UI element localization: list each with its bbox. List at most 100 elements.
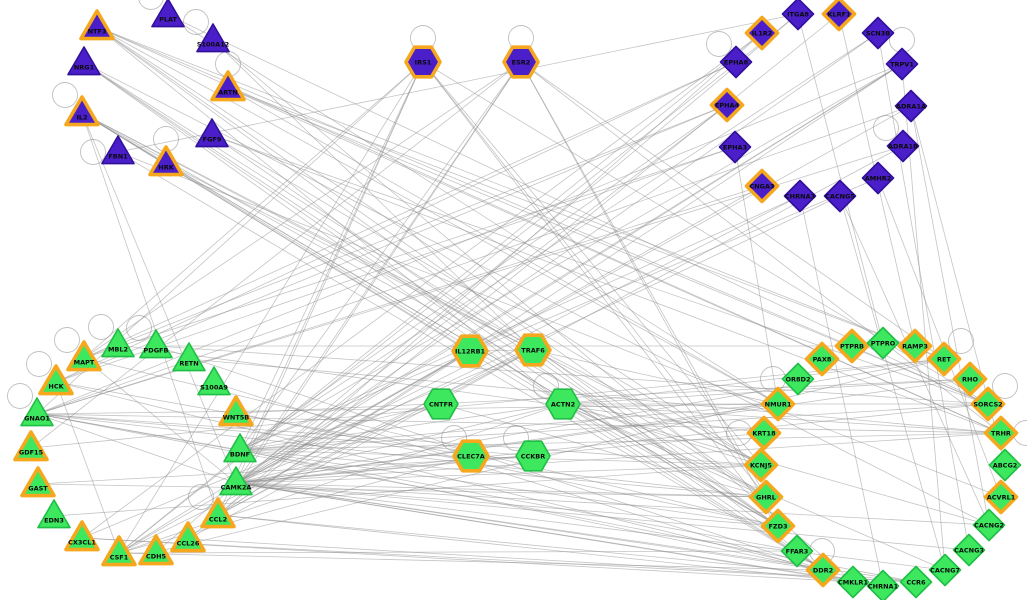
edge-WNT5B-FZD3 (235, 412, 779, 527)
edge-ESR2-BDNF (239, 61, 522, 451)
node-CNTFR[interactable]: CNTFR (423, 388, 459, 420)
node-KLRF1[interactable]: KLRF1 (821, 0, 857, 32)
diamond-shape (744, 15, 780, 51)
self-loop-FBN1 (80, 139, 106, 165)
edge-IL2-CCL2 (81, 112, 219, 516)
node-EPHA4[interactable]: EPHA4 (709, 87, 745, 123)
edge-CLEC7A-CSF1 (118, 455, 472, 554)
node-EPHA8[interactable]: EPHA8 (719, 45, 753, 79)
diamond-shape (709, 87, 745, 123)
edge-CAMK2A-KCNJ5 (235, 464, 762, 484)
edge-CSF1-DDR2 (118, 552, 824, 571)
edge-NTF3-ACTN2 (96, 26, 564, 405)
node-IL1R2[interactable]: IL1R2 (744, 15, 780, 51)
node-RHO[interactable]: RHO (952, 361, 988, 397)
edges-layer (30, 13, 1006, 587)
edge-IL1R2-CSF1 (118, 32, 763, 554)
node-KRT18[interactable]: KRT18 (746, 415, 782, 451)
node-CACNG5[interactable]: CACNG5 (823, 179, 857, 213)
edge-BDNF-GHRL (239, 449, 767, 498)
diamond-shape (988, 448, 1022, 482)
node-CLEC7A[interactable]: CLEC7A (452, 439, 490, 473)
node-CACNG2[interactable]: CACNG2 (972, 508, 1006, 542)
node-PTPRB[interactable]: PTPRB (834, 328, 870, 364)
node-CHRNA1[interactable]: CHRNA1 (866, 569, 900, 600)
node-ACVRL1[interactable]: ACVRL1 (983, 479, 1019, 515)
edge-CAMK2A-TRHR (235, 432, 1002, 484)
edge-EPHA4-BDNF (239, 104, 728, 451)
node-GHRL[interactable]: GHRL (748, 479, 784, 515)
edge-ARTN-TRHR (227, 87, 1002, 434)
triangle-shape (218, 395, 254, 427)
node-GNAO1[interactable]: GNAO1 (20, 397, 54, 427)
node-FFAR3[interactable]: FFAR3 (780, 534, 814, 568)
diamond-shape (866, 326, 900, 360)
edge-CAMK2A-NMUR1 (235, 403, 779, 484)
edge-CHRNA3-CAMK2A (235, 195, 801, 484)
diamond-shape (972, 508, 1006, 542)
node-TRPV1[interactable]: TRPV1 (885, 47, 919, 81)
node-ADRA1B[interactable]: ADRA1B (886, 129, 920, 163)
self-loop-MAPT (54, 327, 80, 353)
edge-FGF9-FZD3 (211, 134, 779, 527)
node-SCN3B[interactable]: SCN3B (861, 16, 895, 50)
node-GAST[interactable]: GAST (20, 466, 56, 498)
node-IL12RB1[interactable]: IL12RB1 (451, 334, 489, 368)
node-MAPT[interactable]: MAPT (66, 340, 102, 372)
edge-S100A12-TRAF6 (212, 39, 534, 351)
node-CX3CL1[interactable]: CX3CL1 (64, 520, 100, 552)
node-S100A12[interactable]: S100A12 (196, 23, 230, 53)
node-ABCG2[interactable]: ABCG2 (988, 448, 1022, 482)
node-NMUR1[interactable]: NMUR1 (760, 386, 796, 422)
node-ADRA1A[interactable]: ADRA1A (894, 89, 928, 123)
edge-CCL2-CMKLR1 (217, 514, 854, 583)
node-AMHR2[interactable]: AMHR2 (861, 161, 895, 195)
node-IRS1[interactable]: IRS1 (404, 45, 442, 79)
hexagon-shape (452, 439, 490, 473)
diamond-shape (823, 179, 857, 213)
edge-IL2-CAMK2A (81, 112, 237, 484)
diamond-shape (885, 47, 919, 81)
edge-CNTFR-GHRL (440, 403, 767, 498)
node-FGF9[interactable]: FGF9 (195, 118, 229, 148)
edge-GNAO1-GHRL (36, 413, 767, 498)
edge-CAMK2A-FZD3 (235, 482, 779, 527)
node-CCKBR[interactable]: CCKBR (515, 440, 551, 472)
node-CACNG3[interactable]: CACNG3 (952, 533, 986, 567)
node-EDN3[interactable]: EDN3 (37, 499, 71, 529)
node-GDF15[interactable]: GDF15 (13, 430, 49, 462)
diamond-shape (781, 362, 815, 396)
node-NTF3[interactable]: NTF3 (79, 9, 115, 41)
edge-CNTFR-CAMK2A (235, 403, 442, 484)
triangle-shape (195, 118, 229, 148)
edge-CCKBR-GNAO1 (36, 413, 534, 457)
node-TRAF6[interactable]: TRAF6 (514, 333, 552, 367)
triangle-shape (223, 433, 257, 463)
node-CACNG7[interactable]: CACNG7 (928, 553, 962, 587)
node-IL2[interactable]: IL2 (64, 95, 100, 127)
self-loop-ADRA1B (873, 115, 899, 141)
edge-EPHA8-HCK (55, 61, 737, 383)
node-CCR6[interactable]: CCR6 (899, 565, 933, 599)
triangle-shape (197, 366, 231, 396)
diamond-shape (970, 386, 1006, 422)
node-RAMP3[interactable]: RAMP3 (897, 328, 933, 364)
node-WNT5B[interactable]: WNT5B (218, 395, 254, 427)
node-NRG1[interactable]: NRG1 (67, 46, 101, 76)
triangle-shape (172, 342, 206, 372)
hexagon-shape (502, 45, 540, 79)
node-ITGA8[interactable]: ITGA8 (781, 0, 815, 31)
node-TRHR[interactable]: TRHR (983, 415, 1019, 451)
triangle-shape (64, 95, 100, 127)
edge-ESR2-CCL2 (217, 61, 522, 516)
node-ARTN[interactable]: ARTN (210, 70, 246, 102)
triangle-shape (20, 466, 56, 498)
node-ACTN2[interactable]: ACTN2 (545, 388, 581, 420)
node-ESR2[interactable]: ESR2 (502, 45, 540, 79)
edge-HCK-CSF1 (55, 381, 120, 554)
node-CNGA3[interactable]: CNGA3 (744, 168, 780, 204)
node-PLAT[interactable]: PLAT (151, 0, 185, 28)
hexagon-shape (423, 388, 459, 420)
self-loop-CCL2 (188, 484, 214, 510)
